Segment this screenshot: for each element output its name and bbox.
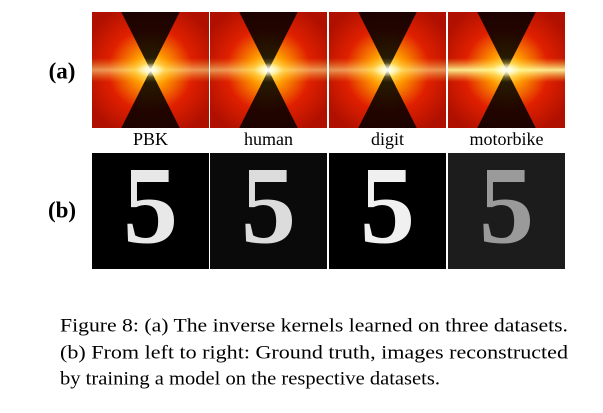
- column-label: PBK: [133, 129, 168, 149]
- caption-line: by training a model on the respective da…: [60, 368, 440, 389]
- row-label: (b): [48, 197, 76, 222]
- caption-line: Figure 8: (a) The inverse kernels learne…: [60, 315, 568, 336]
- kernel-dark-wedge: [121, 12, 180, 70]
- row-label: (a): [49, 58, 76, 83]
- digit-image: 5: [329, 144, 446, 269]
- column-label: motorbike: [470, 129, 544, 149]
- kernel-dark-wedge: [239, 12, 298, 70]
- column-label: digit: [371, 129, 404, 149]
- column-label: human: [244, 129, 293, 149]
- kernel-image: [92, 12, 209, 128]
- digit-glyph: 5: [123, 144, 178, 266]
- kernel-core: [373, 63, 402, 77]
- digit-image: 5: [92, 144, 209, 269]
- kernel-core: [492, 63, 521, 77]
- kernel-dark-wedge: [358, 70, 417, 128]
- kernel-dark-wedge: [477, 12, 536, 70]
- kernel-image: [448, 12, 565, 128]
- digit-bg: [92, 153, 209, 269]
- kernel-dark-wedge: [121, 70, 180, 128]
- digit-bg: [210, 153, 327, 269]
- kernel-core: [136, 63, 165, 77]
- digit-glyph: 5: [479, 144, 534, 266]
- kernel-core: [254, 63, 283, 77]
- kernel-dark-wedge: [477, 70, 536, 128]
- kernel-dark-wedge: [239, 70, 298, 128]
- digit-bg: [448, 153, 565, 269]
- caption-line: (b) From left to right: Ground truth, im…: [60, 342, 569, 363]
- digit-image: 5: [210, 144, 327, 269]
- digit-glyph: 5: [360, 144, 415, 266]
- kernel-dark-wedge: [358, 12, 417, 70]
- digit-glyph: 5: [241, 144, 296, 266]
- kernel-image: [210, 12, 327, 128]
- digit-bg: [329, 153, 446, 269]
- kernel-image: [329, 12, 446, 128]
- digit-image: 5: [448, 144, 565, 269]
